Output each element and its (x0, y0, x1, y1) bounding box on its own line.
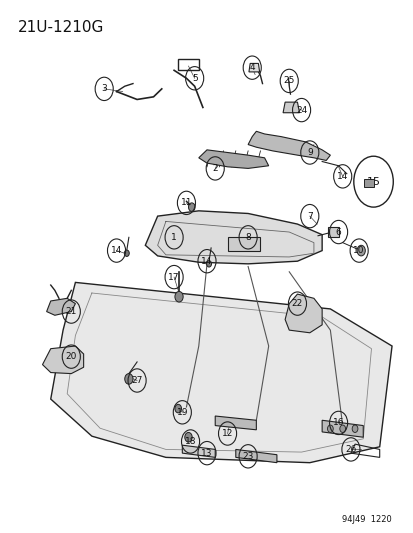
Text: 6: 6 (335, 228, 341, 237)
Circle shape (339, 425, 345, 432)
Polygon shape (328, 227, 338, 237)
Text: 27: 27 (131, 376, 142, 385)
Text: 5: 5 (191, 74, 197, 83)
Circle shape (356, 245, 364, 256)
Text: 2: 2 (212, 164, 218, 173)
Polygon shape (247, 131, 330, 160)
Text: 7: 7 (306, 212, 312, 221)
Text: 3: 3 (101, 84, 107, 93)
Text: 9: 9 (306, 148, 312, 157)
Polygon shape (182, 445, 215, 457)
Text: 94J49  1220: 94J49 1220 (342, 515, 391, 523)
Polygon shape (51, 282, 391, 463)
Circle shape (206, 261, 211, 267)
Polygon shape (215, 416, 256, 430)
Text: 23: 23 (242, 452, 253, 461)
Text: 25: 25 (283, 76, 294, 85)
Text: 11: 11 (180, 198, 192, 207)
Text: 10: 10 (353, 246, 364, 255)
FancyBboxPatch shape (363, 179, 373, 187)
Circle shape (124, 250, 129, 256)
Circle shape (188, 203, 195, 212)
Polygon shape (198, 150, 268, 168)
Text: 12: 12 (221, 429, 233, 438)
Text: 20: 20 (65, 352, 77, 361)
Polygon shape (285, 294, 321, 333)
Text: 14: 14 (201, 257, 212, 265)
Text: 18: 18 (184, 437, 196, 446)
Polygon shape (282, 102, 299, 113)
Polygon shape (248, 63, 259, 72)
Text: 22: 22 (291, 299, 302, 308)
FancyBboxPatch shape (227, 237, 260, 251)
Text: 21: 21 (65, 307, 77, 316)
Text: 14: 14 (111, 246, 122, 255)
Circle shape (175, 292, 183, 302)
Circle shape (184, 432, 192, 442)
Polygon shape (145, 211, 321, 264)
Polygon shape (235, 449, 276, 463)
Polygon shape (321, 420, 362, 437)
Polygon shape (47, 298, 75, 316)
Text: 13: 13 (201, 449, 212, 458)
Text: 15: 15 (366, 176, 380, 187)
Text: 14: 14 (336, 172, 348, 181)
Circle shape (327, 425, 332, 432)
Polygon shape (43, 346, 83, 374)
Circle shape (351, 425, 357, 432)
Text: 4: 4 (249, 63, 254, 72)
Text: 1: 1 (171, 233, 176, 242)
Text: 24: 24 (295, 106, 306, 115)
Circle shape (124, 374, 133, 384)
Text: 21U-1210G: 21U-1210G (18, 20, 104, 35)
Text: 16: 16 (332, 418, 344, 427)
Text: 19: 19 (176, 408, 188, 417)
Text: 26: 26 (344, 445, 356, 454)
Text: 17: 17 (168, 272, 179, 281)
Text: 8: 8 (244, 233, 250, 242)
Circle shape (175, 405, 181, 413)
